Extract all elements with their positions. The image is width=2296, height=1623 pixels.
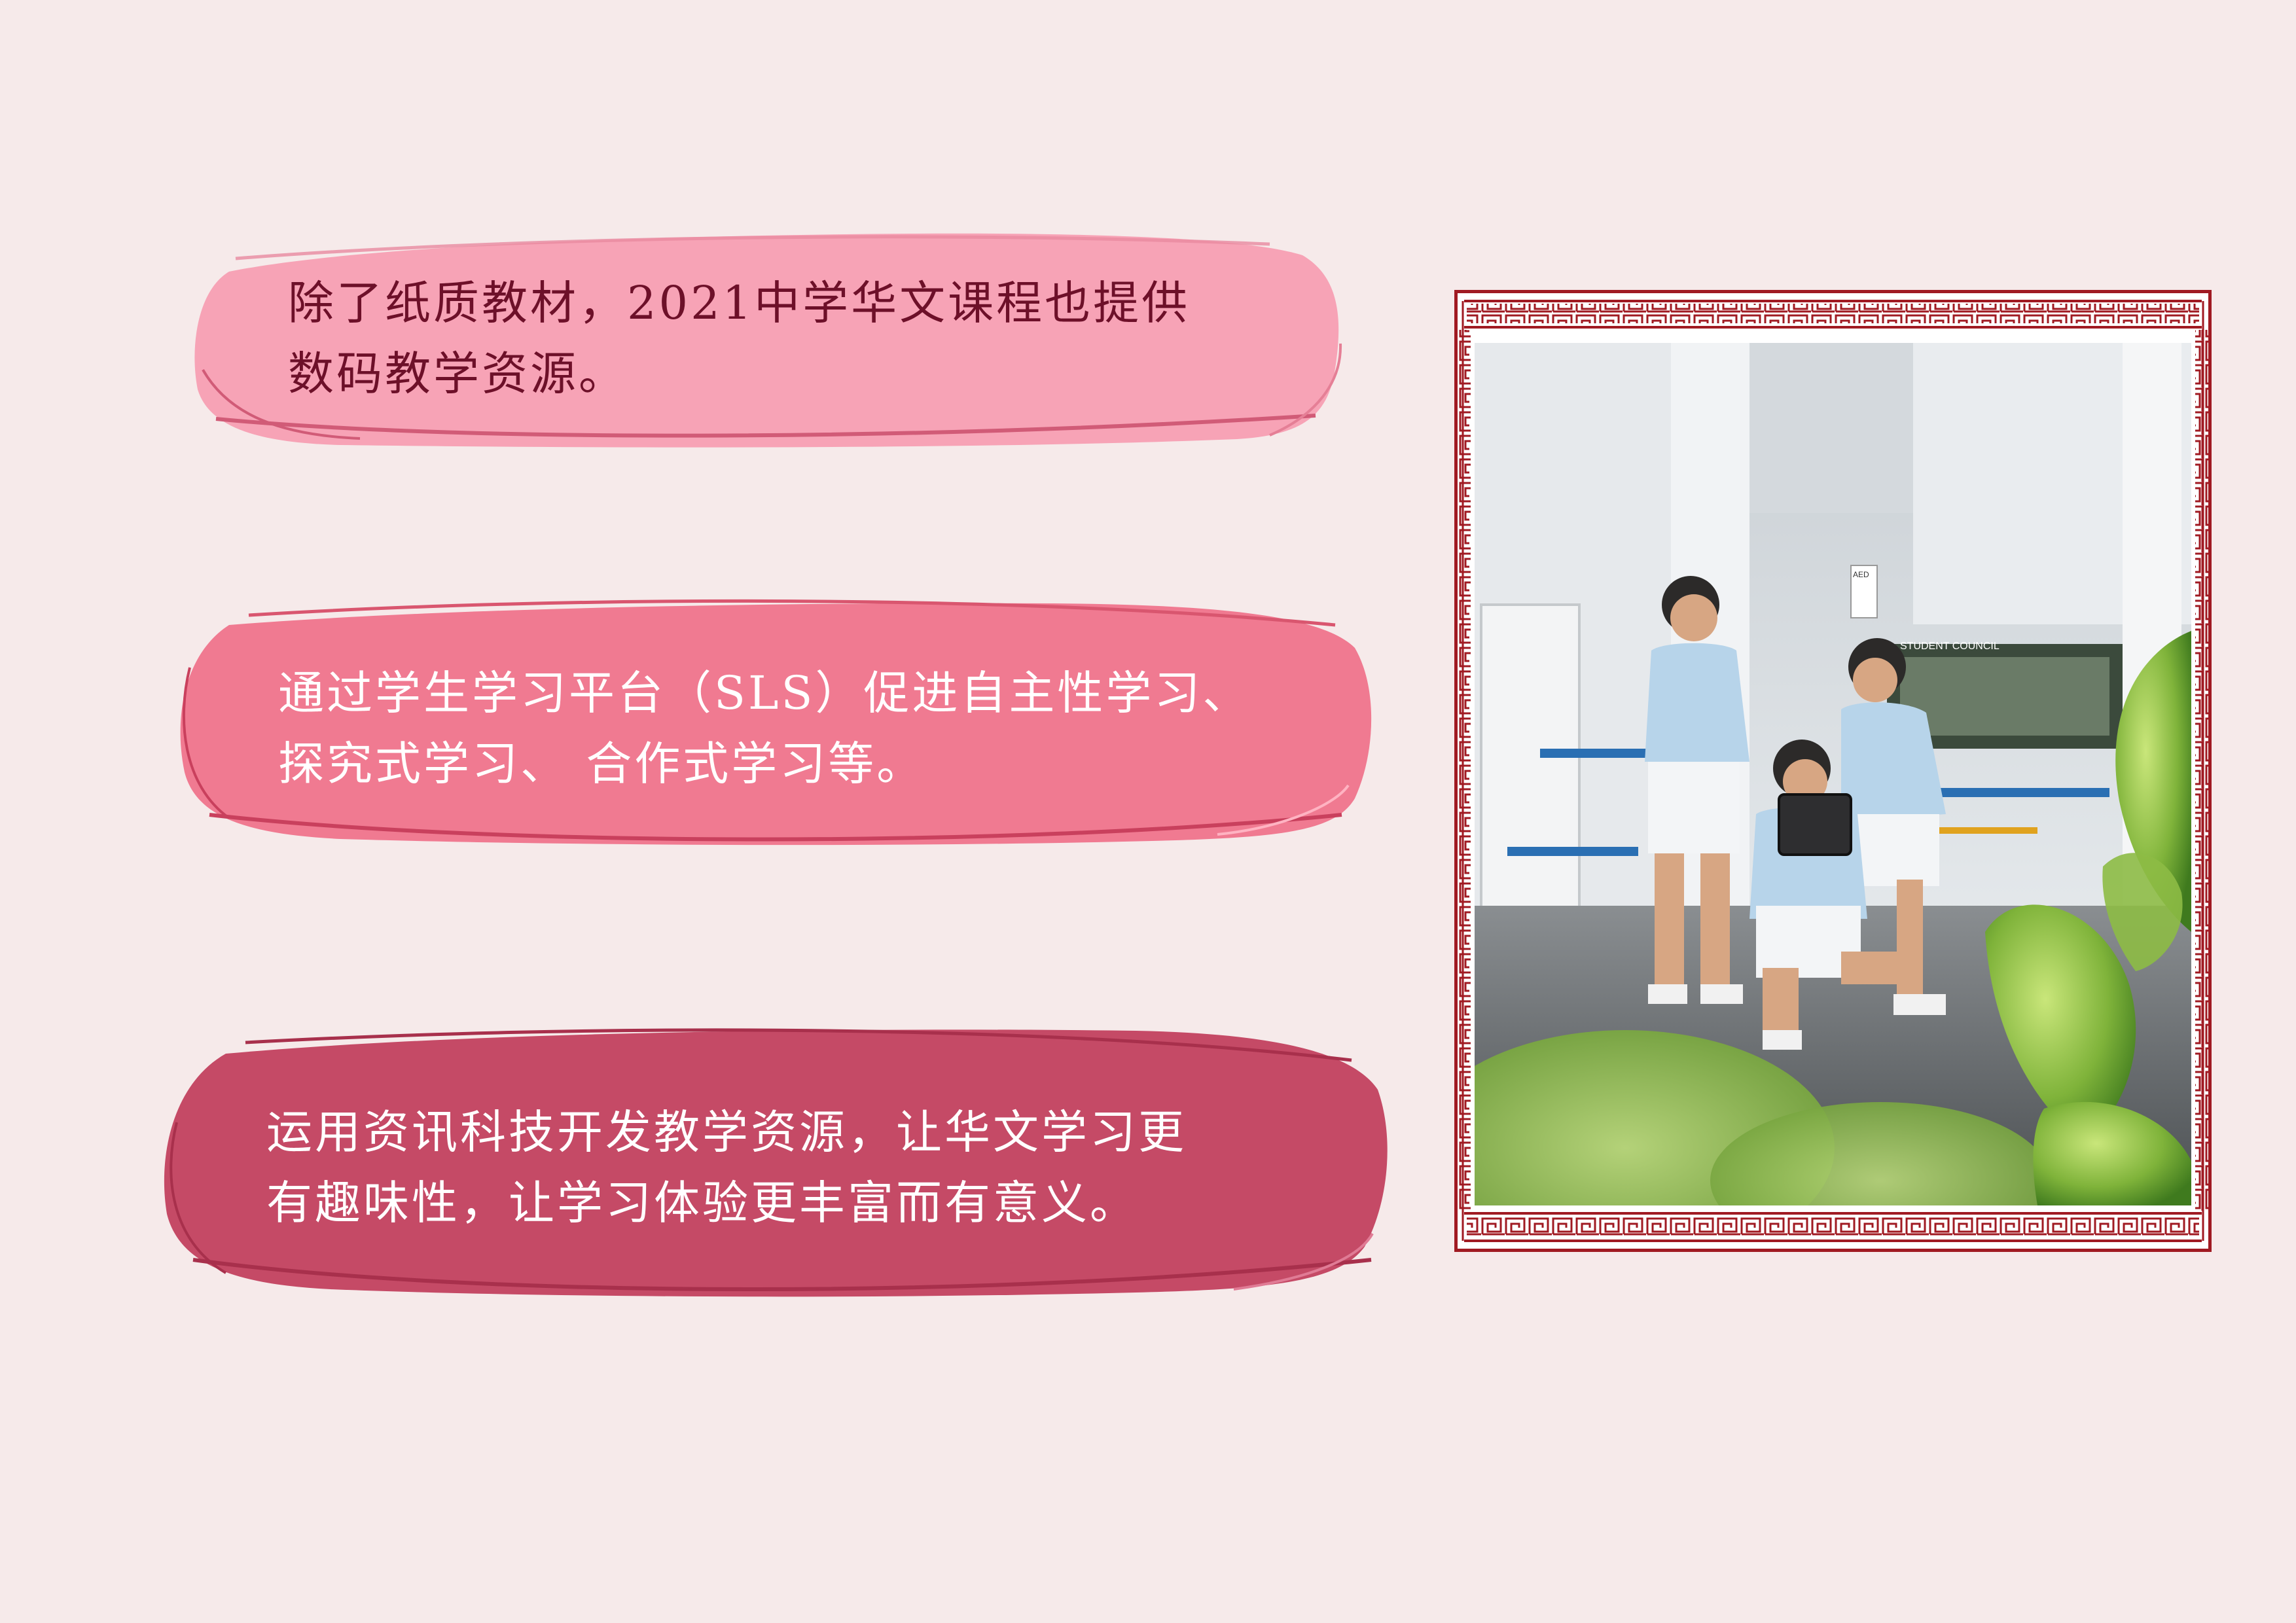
panel-text: 运用资讯科技开发教学资源，让华文学习更 有趣味性，让学习体验更丰富而有意义。 xyxy=(266,1097,1187,1238)
info-panel-sls: 通过学生学习平台（SLS）促进自主性学习、 探究式学习、 合作式学习等。 xyxy=(170,589,1378,857)
panel-text-line-1: 通过学生学习平台（SLS）促进自主性学习、 xyxy=(278,666,1251,720)
info-panel-ict-resources: 运用资讯科技开发教学资源，让华文学习更 有趣味性，让学习体验更丰富而有意义。 xyxy=(154,1024,1391,1306)
aed-sign: AED xyxy=(1853,570,1869,579)
panel-text-line-2: 数码教学资源。 xyxy=(288,347,627,401)
brush-stroke-background xyxy=(164,1028,1388,1297)
brush-stroke-background xyxy=(180,599,1372,846)
panel-text-line-2: 有趣味性，让学习体验更丰富而有意义。 xyxy=(266,1176,1138,1230)
meander-border-pattern xyxy=(1458,300,2208,1242)
student-council-sign: STUDENT COUNCIL xyxy=(1900,641,2000,652)
students-using-tablet-photo: STUDENT COUNCIL AED xyxy=(1475,343,2191,1205)
panel-text-line-2: 探究式学习、 合作式学习等。 xyxy=(278,737,925,791)
panel-text: 通过学生学习平台（SLS）促进自主性学习、 探究式学习、 合作式学习等。 xyxy=(278,658,1251,799)
panel-text-line-1: 运用资讯科技开发教学资源，让华文学习更 xyxy=(266,1105,1187,1159)
panel-text: 除了纸质教材，2021中学华文课程也提供 数码教学资源。 xyxy=(288,268,1190,409)
panel-text-line-1: 除了纸质教材，2021中学华文课程也提供 xyxy=(288,276,1191,330)
photo-illustration: STUDENT COUNCIL AED xyxy=(1475,343,2191,1205)
brush-stroke-background xyxy=(194,233,1342,448)
photo-frame: STUDENT COUNCIL AED xyxy=(1454,290,2212,1252)
info-panel-printed-materials: 除了纸质教材，2021中学华文课程也提供 数码教学资源。 xyxy=(190,219,1348,461)
